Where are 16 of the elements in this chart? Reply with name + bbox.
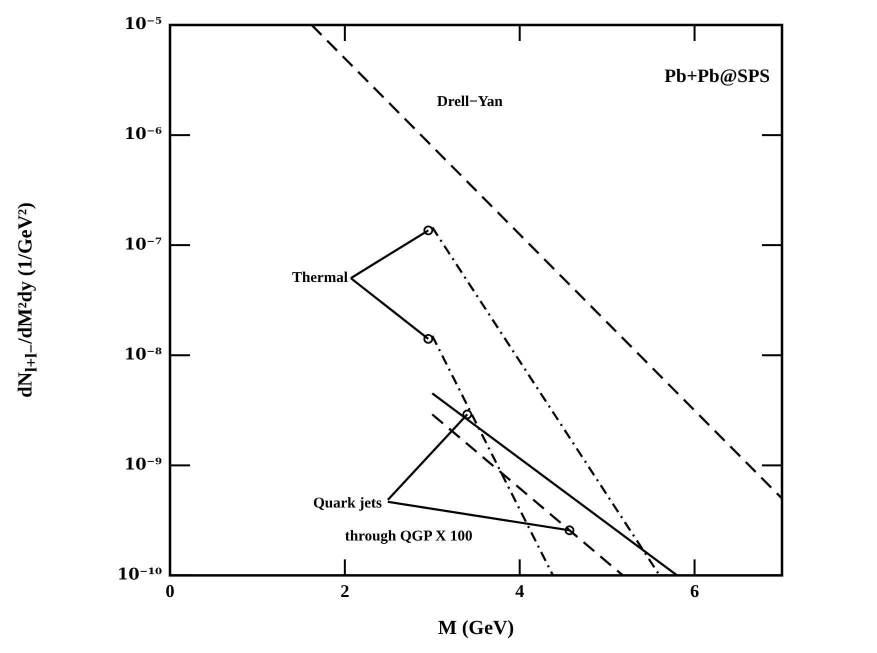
x-axis-title: M (GeV) [438, 617, 514, 640]
y-tick-label: 10⁻⁶ [124, 124, 162, 144]
annotation: Quark jets [313, 496, 382, 512]
y-tick-label: 10⁻⁸ [124, 344, 162, 364]
annotation: Drell−Yan [436, 94, 504, 110]
y-tick-label: 10⁻⁷ [124, 234, 162, 254]
annotation: Pb+Pb@SPS [664, 66, 770, 87]
y-tick-label: 10⁻⁵ [124, 14, 162, 34]
annotation: through QGP X 100 [344, 528, 473, 545]
y-tick-label: 10⁻⁹ [124, 454, 162, 474]
x-tick-label: 6 [690, 580, 700, 601]
x-tick-label: 0 [166, 580, 174, 601]
annotation: Thermal [292, 270, 348, 286]
x-tick-label: 4 [515, 580, 524, 601]
y-tick-label: 10⁻¹⁰ [117, 564, 162, 584]
x-tick-label: 2 [340, 580, 350, 601]
